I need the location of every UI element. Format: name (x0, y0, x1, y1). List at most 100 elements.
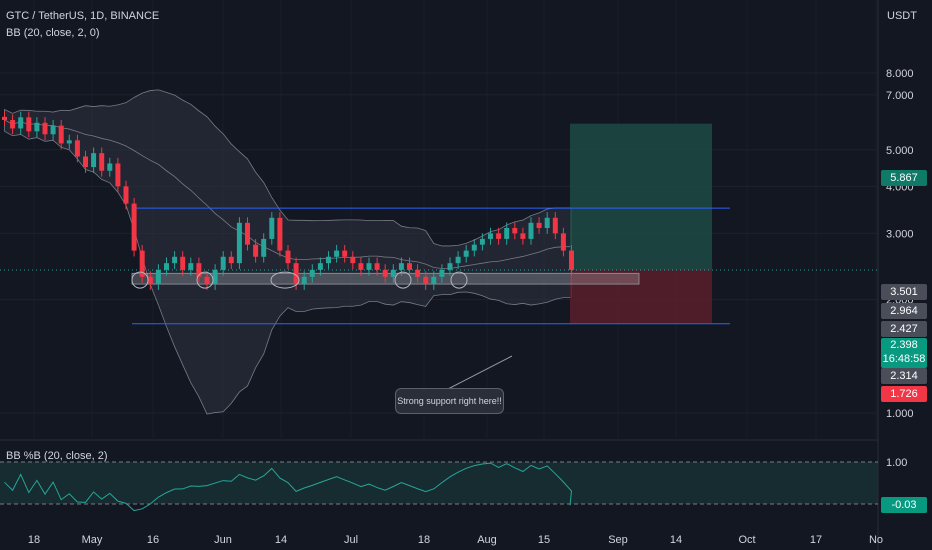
support-touch-circle (450, 271, 468, 289)
time-tick-label: 18 (28, 534, 40, 546)
candle-body (196, 263, 202, 277)
candle-body (471, 244, 477, 251)
candle-body (99, 153, 105, 171)
time-tick-label: 14 (275, 534, 287, 546)
resistance-price-tag: 3.501 (881, 284, 927, 300)
candle-body (236, 222, 242, 264)
lower-band-price-tag: 2.314 (881, 368, 927, 384)
candle-body (172, 256, 178, 264)
candle-body (155, 269, 161, 285)
candle-body (398, 263, 404, 270)
candle-body (536, 222, 542, 229)
candle-body (285, 250, 291, 264)
candle-body (50, 125, 56, 135)
candle-body (139, 250, 145, 277)
support-touch-circle (394, 271, 412, 289)
candle-body (293, 263, 299, 285)
pb-band-fill (0, 462, 878, 504)
candle-body (544, 217, 550, 229)
time-tick-label: Sep (608, 534, 628, 546)
time-tick-label: Jul (344, 534, 358, 546)
candle-body (107, 163, 113, 171)
price-tick-label: 1.000 (886, 408, 914, 420)
candle-body (58, 125, 64, 144)
candle-body (463, 250, 469, 257)
candle-body (415, 269, 421, 277)
candle-body (407, 263, 412, 270)
candle-body (34, 122, 40, 132)
basis-price-tag: 2.427 (881, 321, 927, 337)
annotation-pointer (447, 355, 513, 390)
candle-body (479, 238, 485, 245)
time-tick-label: Oct (738, 534, 755, 546)
time-tick-label: 17 (810, 534, 822, 546)
candle-body (520, 233, 526, 239)
candle-body (528, 222, 534, 239)
target-zone (570, 123, 712, 270)
candle-body (512, 228, 518, 234)
candle-body (10, 120, 16, 129)
candle-body (342, 250, 348, 257)
support-circles (131, 271, 468, 289)
last-price: 2.398 (890, 339, 918, 351)
last-price-tag: 2.398 16:48:58 (881, 338, 927, 368)
candle-body (180, 256, 186, 270)
candle-body (431, 276, 437, 285)
upper-band-price-tag: 2.964 (881, 303, 927, 319)
candle-body (147, 276, 153, 285)
candles (2, 111, 574, 290)
price-tick-label: 5.000 (886, 145, 914, 157)
percent-b-pane (0, 461, 878, 512)
candle-body (261, 238, 267, 257)
pb-indicator-label[interactable]: BB %B (20, close, 2) (6, 450, 108, 462)
support-touch-circle (270, 271, 300, 289)
candle-body (83, 156, 88, 168)
candle-body (253, 244, 259, 257)
pb-value-tag: -0.03 (881, 497, 927, 513)
pb-tick-label: 1.00 (886, 457, 907, 469)
candle-body (66, 140, 72, 144)
candle-body (74, 140, 80, 157)
candle-body (334, 250, 340, 257)
candle-body (350, 256, 356, 264)
bb-indicator-label[interactable]: BB (20, close, 2, 0) (6, 27, 100, 39)
time-tick-label: 15 (538, 534, 550, 546)
candle-body (326, 256, 331, 264)
candle-body (309, 269, 315, 277)
candle-body (131, 203, 137, 251)
symbol-title[interactable]: GTC / TetherUS, 1D, BINANCE (6, 10, 160, 22)
candle-body (91, 153, 97, 168)
candle-body (277, 217, 283, 251)
candle-body (560, 233, 566, 251)
candle-body (423, 276, 429, 285)
time-tick-label: May (82, 534, 103, 546)
candle-body (245, 222, 250, 245)
candle-body (504, 228, 510, 239)
candle-body (212, 269, 218, 285)
candle-body (123, 186, 129, 204)
stop-zone (570, 269, 712, 324)
candle-body (358, 263, 364, 270)
candle-body (42, 122, 48, 135)
stop-price-tag: 1.726 (881, 386, 927, 402)
candle-body (455, 256, 461, 264)
candle-body (2, 116, 7, 121)
support-annotation[interactable]: Strong support right here!! (395, 388, 504, 414)
candle-body (496, 233, 502, 239)
candle-body (115, 163, 121, 187)
candle-body (269, 217, 275, 239)
candle-body (188, 263, 194, 270)
time-tick-label: Aug (477, 534, 497, 546)
candle-body (164, 263, 169, 270)
candle-body (374, 263, 380, 270)
time-tick-label: No (869, 534, 883, 546)
candle-body (366, 263, 372, 270)
pb-line (4, 462, 573, 512)
countdown: 16:48:58 (882, 353, 926, 365)
time-tick-label: 18 (418, 534, 430, 546)
candle-body (26, 117, 32, 132)
position-zones (570, 123, 712, 324)
target-price-tag: 5.867 (881, 170, 927, 186)
time-tick-label: 14 (670, 534, 682, 546)
